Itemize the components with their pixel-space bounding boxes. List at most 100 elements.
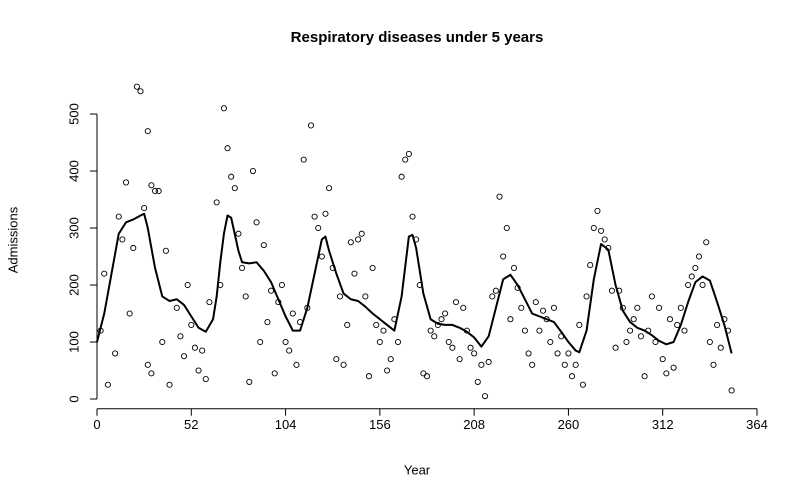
point <box>300 156 307 163</box>
point <box>228 173 235 180</box>
point <box>260 242 267 249</box>
point <box>449 344 456 351</box>
point <box>423 373 431 380</box>
point <box>289 310 296 317</box>
point <box>427 327 434 334</box>
point <box>521 327 528 334</box>
point <box>351 270 358 277</box>
point <box>601 236 608 243</box>
point <box>547 338 554 346</box>
point <box>380 327 387 334</box>
point <box>307 122 315 129</box>
point <box>561 361 568 368</box>
point <box>496 193 503 200</box>
point <box>452 299 460 306</box>
point <box>442 310 449 317</box>
point <box>184 281 191 289</box>
point <box>714 321 721 328</box>
point <box>471 350 478 357</box>
point <box>148 370 155 377</box>
point <box>670 364 677 371</box>
point <box>322 210 329 217</box>
point <box>253 219 260 226</box>
y-tick-label: 100 <box>66 331 81 353</box>
point <box>148 182 155 189</box>
point <box>159 338 166 346</box>
point <box>579 381 586 388</box>
point <box>239 264 246 271</box>
point <box>144 361 151 368</box>
point <box>264 319 271 326</box>
y-axis-label: Admissions <box>5 206 20 273</box>
point <box>485 358 492 366</box>
point <box>583 293 590 300</box>
point <box>137 88 144 95</box>
point <box>384 367 391 374</box>
point <box>634 304 641 311</box>
point <box>681 327 688 334</box>
point <box>663 370 670 377</box>
point <box>456 356 463 363</box>
point <box>126 310 133 317</box>
point <box>445 338 452 346</box>
x-axis-label: Year <box>404 462 431 477</box>
point <box>576 321 583 328</box>
point <box>188 321 195 328</box>
point <box>677 304 684 311</box>
point <box>656 304 663 311</box>
point <box>489 293 496 300</box>
point <box>402 156 409 163</box>
point <box>340 361 347 368</box>
point <box>394 338 402 346</box>
y-tick-label: 400 <box>66 160 81 182</box>
x-tick-label: 156 <box>369 417 391 432</box>
point <box>246 378 253 385</box>
chart-title: Respiratory diseases under 5 years <box>291 29 544 46</box>
point <box>235 230 242 237</box>
point <box>710 361 717 368</box>
point <box>387 356 394 363</box>
point <box>101 270 108 277</box>
point <box>326 185 333 192</box>
point <box>518 304 525 311</box>
point <box>151 187 159 195</box>
smooth-line <box>96 212 733 354</box>
point <box>525 350 532 357</box>
point <box>347 239 354 246</box>
x-tick-label: 208 <box>463 417 485 432</box>
point <box>550 304 557 311</box>
y-tick-label: 300 <box>66 217 81 239</box>
point <box>311 213 318 220</box>
point <box>231 185 238 192</box>
point <box>565 350 572 357</box>
point <box>594 207 601 214</box>
point <box>500 253 507 260</box>
point <box>122 179 130 186</box>
point <box>199 347 206 354</box>
point <box>358 230 365 237</box>
point <box>177 333 184 340</box>
point <box>224 145 231 152</box>
point <box>355 236 362 243</box>
point <box>344 321 351 328</box>
point <box>191 344 198 351</box>
point <box>431 333 438 340</box>
point <box>333 356 340 363</box>
point <box>706 338 713 346</box>
point <box>612 344 619 351</box>
point <box>144 128 151 135</box>
y-tick-label: 500 <box>66 103 81 125</box>
point <box>278 281 285 289</box>
point <box>104 381 111 388</box>
point <box>623 338 630 346</box>
point <box>728 387 735 394</box>
point <box>195 367 202 374</box>
point <box>271 370 278 377</box>
point <box>318 253 325 260</box>
point <box>373 321 380 328</box>
point <box>510 264 518 271</box>
point <box>369 264 376 271</box>
point <box>213 199 220 206</box>
point <box>569 373 576 380</box>
point <box>405 150 412 157</box>
